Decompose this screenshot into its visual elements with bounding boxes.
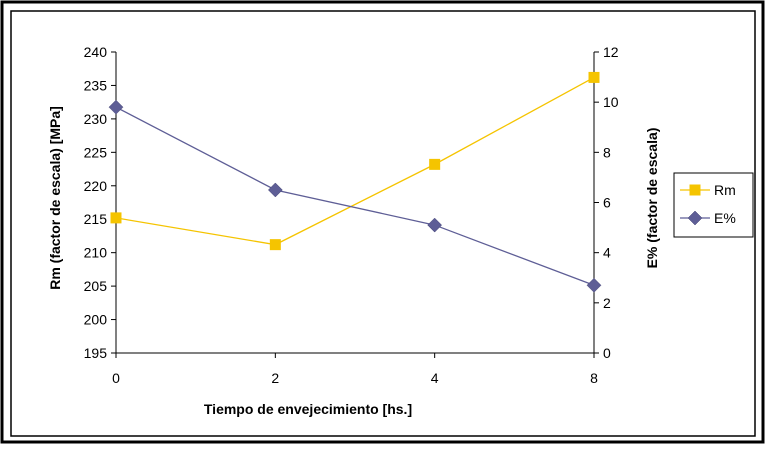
y-axis-left-ticks: 195 200 205 210 215 220 225 230 235 240 bbox=[84, 44, 116, 361]
y-right-tick-label: 2 bbox=[603, 295, 611, 311]
x-axis-title: Tiempo de envejecimiento [hs.] bbox=[204, 401, 412, 417]
y-left-tick-label: 235 bbox=[84, 77, 108, 93]
y-left-tick-label: 225 bbox=[84, 144, 108, 160]
y-left-tick-label: 195 bbox=[84, 345, 108, 361]
y-left-tick-label: 200 bbox=[84, 312, 108, 328]
legend-box bbox=[673, 172, 754, 238]
y-axis-right-ticks: 0 2 4 6 8 10 12 bbox=[594, 44, 619, 361]
data-point-e bbox=[108, 99, 124, 115]
data-point-e bbox=[427, 217, 443, 233]
x-tick-label: 4 bbox=[431, 370, 439, 386]
y-left-tick-label: 240 bbox=[84, 44, 108, 60]
y-left-tick-label: 205 bbox=[84, 278, 108, 294]
y-right-tick-label: 12 bbox=[603, 44, 619, 60]
chart-inner-frame bbox=[10, 10, 756, 437]
y-left-tick-label: 210 bbox=[84, 245, 108, 261]
series-rm bbox=[110, 71, 600, 251]
data-point-e bbox=[267, 182, 283, 198]
legend-items: Rm E% bbox=[680, 182, 736, 226]
y-axis-left-title: Rm (factor de escala) [MPa] bbox=[47, 106, 63, 290]
legend-label-e: E% bbox=[714, 210, 736, 226]
series-line-e bbox=[115, 106, 595, 286]
y-right-tick-label: 8 bbox=[603, 144, 611, 160]
series-e bbox=[108, 99, 602, 293]
legend-label-rm: Rm bbox=[714, 182, 736, 198]
y-right-tick-label: 6 bbox=[603, 195, 611, 211]
data-point-rm bbox=[269, 239, 281, 251]
x-axis-ticks: 0 2 4 8 bbox=[112, 353, 598, 386]
data-point-e bbox=[586, 277, 602, 293]
y-left-tick-label: 215 bbox=[84, 211, 108, 227]
y-right-tick-label: 0 bbox=[603, 345, 611, 361]
y-right-tick-label: 4 bbox=[603, 245, 611, 261]
y-right-tick-label: 10 bbox=[603, 94, 619, 110]
legend-marker-e bbox=[687, 210, 703, 226]
series-line-rm bbox=[115, 76, 595, 246]
data-point-rm bbox=[429, 158, 441, 170]
x-tick-label: 0 bbox=[112, 370, 120, 386]
y-left-tick-label: 220 bbox=[84, 178, 108, 194]
x-tick-label: 8 bbox=[590, 370, 598, 386]
data-point-rm bbox=[588, 71, 600, 83]
legend: Rm E% bbox=[673, 172, 754, 238]
y-left-tick-label: 230 bbox=[84, 111, 108, 127]
x-tick-label: 2 bbox=[271, 370, 279, 386]
legend-marker-rm bbox=[689, 184, 701, 196]
y-axis-right-title: E% (factor de escala) bbox=[644, 128, 660, 269]
data-point-rm bbox=[110, 212, 122, 224]
series-layer bbox=[108, 71, 602, 293]
